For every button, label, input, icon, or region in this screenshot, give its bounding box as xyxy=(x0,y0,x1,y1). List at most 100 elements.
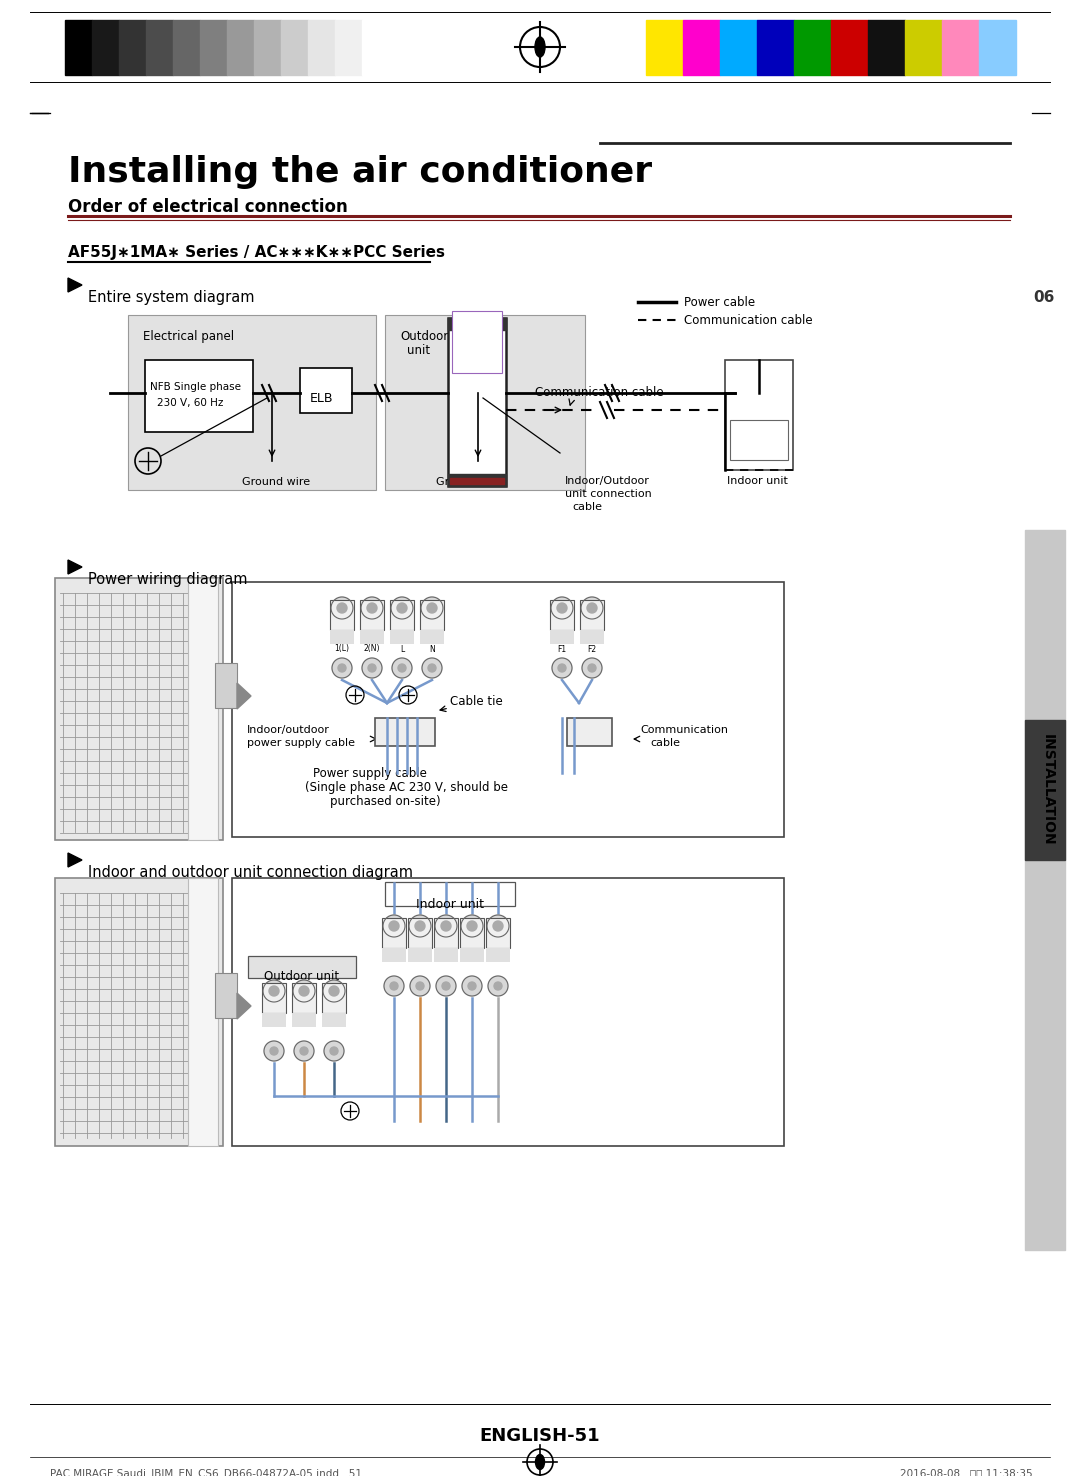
Circle shape xyxy=(494,982,502,990)
Text: Communication cable: Communication cable xyxy=(535,387,663,399)
Text: ENGLISH-51: ENGLISH-51 xyxy=(480,1427,600,1445)
Bar xyxy=(831,21,868,75)
Circle shape xyxy=(264,1041,284,1061)
Text: N: N xyxy=(429,645,435,654)
Text: Electrical panel: Electrical panel xyxy=(143,331,234,342)
Bar xyxy=(322,983,346,1013)
Bar xyxy=(434,918,458,948)
Text: Ground wire: Ground wire xyxy=(242,477,310,487)
Polygon shape xyxy=(68,559,82,574)
Bar xyxy=(232,878,784,1145)
Text: 06: 06 xyxy=(1032,289,1054,306)
Circle shape xyxy=(362,658,382,677)
Text: Indoor and outdoor unit connection diagram: Indoor and outdoor unit connection diagr… xyxy=(87,865,413,880)
Text: unit: unit xyxy=(407,344,430,357)
Bar xyxy=(227,21,254,75)
Circle shape xyxy=(337,604,347,613)
Circle shape xyxy=(367,604,377,613)
Circle shape xyxy=(324,1041,345,1061)
Text: Entire system diagram: Entire system diagram xyxy=(87,289,255,306)
Text: Power cable: Power cable xyxy=(684,297,755,308)
Bar xyxy=(408,948,432,962)
Circle shape xyxy=(588,604,597,613)
Circle shape xyxy=(558,664,566,672)
Circle shape xyxy=(368,664,376,672)
Bar xyxy=(1025,720,1065,861)
Ellipse shape xyxy=(536,1454,544,1470)
Text: 2016-08-08   오전 11:38:35: 2016-08-08 오전 11:38:35 xyxy=(900,1469,1032,1476)
Text: Communication cable: Communication cable xyxy=(684,314,812,328)
Text: Installing the air conditioner: Installing the air conditioner xyxy=(68,155,652,189)
Circle shape xyxy=(436,976,456,996)
Bar xyxy=(434,948,458,962)
Circle shape xyxy=(269,986,279,996)
Text: Indoor unit: Indoor unit xyxy=(727,475,788,486)
Circle shape xyxy=(397,604,407,613)
Bar xyxy=(375,717,435,745)
Circle shape xyxy=(428,664,436,672)
Text: Indoor/outdoor: Indoor/outdoor xyxy=(247,725,329,735)
Text: 230 V, 60 Hz: 230 V, 60 Hz xyxy=(157,399,224,407)
Bar xyxy=(322,1013,346,1027)
Circle shape xyxy=(399,664,406,672)
Bar xyxy=(580,601,604,630)
Bar xyxy=(1025,530,1065,1250)
Circle shape xyxy=(416,982,424,990)
Text: Power supply cable: Power supply cable xyxy=(313,768,427,779)
Bar xyxy=(55,579,222,840)
Bar xyxy=(567,717,612,745)
Bar xyxy=(65,21,92,75)
Bar xyxy=(308,21,335,75)
Text: purchased on-site): purchased on-site) xyxy=(330,796,441,807)
Text: Cable tie: Cable tie xyxy=(450,695,503,708)
Bar xyxy=(486,918,510,948)
Circle shape xyxy=(392,658,411,677)
Circle shape xyxy=(422,658,442,677)
Circle shape xyxy=(551,596,573,618)
Bar xyxy=(200,21,227,75)
Circle shape xyxy=(264,980,285,1002)
Bar xyxy=(460,918,484,948)
Bar xyxy=(292,1013,316,1027)
Circle shape xyxy=(435,915,457,937)
Bar xyxy=(725,360,793,469)
Text: Indoor/Outdoor: Indoor/Outdoor xyxy=(565,475,650,486)
Text: PAC MIRAGE Saudi_IBIM_EN_CS6_DB66-04872A-05.indd   51: PAC MIRAGE Saudi_IBIM_EN_CS6_DB66-04872A… xyxy=(50,1469,362,1476)
Circle shape xyxy=(421,596,443,618)
Text: INSTALLATION: INSTALLATION xyxy=(1041,734,1055,846)
Bar xyxy=(420,601,444,630)
Bar xyxy=(360,630,384,644)
Circle shape xyxy=(330,596,353,618)
Bar xyxy=(129,314,376,490)
Bar xyxy=(390,630,414,644)
Bar xyxy=(232,582,784,837)
Circle shape xyxy=(427,604,437,613)
Text: cable: cable xyxy=(572,502,602,512)
Circle shape xyxy=(442,982,450,990)
Ellipse shape xyxy=(535,37,545,58)
Bar xyxy=(145,360,253,432)
Text: (Single phase AC 230 V, should be: (Single phase AC 230 V, should be xyxy=(305,781,508,794)
Text: Indoor unit: Indoor unit xyxy=(416,897,484,911)
Bar xyxy=(868,21,905,75)
Bar xyxy=(330,601,354,630)
Circle shape xyxy=(581,596,603,618)
Text: cable: cable xyxy=(650,738,680,748)
Bar xyxy=(448,474,507,486)
Bar xyxy=(188,878,218,1145)
Bar xyxy=(300,368,352,413)
Bar xyxy=(55,878,222,1145)
Circle shape xyxy=(468,982,476,990)
Circle shape xyxy=(293,980,315,1002)
Bar xyxy=(335,21,362,75)
Bar xyxy=(550,601,573,630)
Bar xyxy=(453,311,502,373)
Text: Outdoor: Outdoor xyxy=(400,331,448,342)
Circle shape xyxy=(361,596,383,618)
Circle shape xyxy=(462,976,482,996)
Bar xyxy=(794,21,831,75)
Text: unit connection: unit connection xyxy=(565,489,651,499)
Bar xyxy=(905,21,942,75)
Circle shape xyxy=(294,1041,314,1061)
Bar xyxy=(254,21,281,75)
